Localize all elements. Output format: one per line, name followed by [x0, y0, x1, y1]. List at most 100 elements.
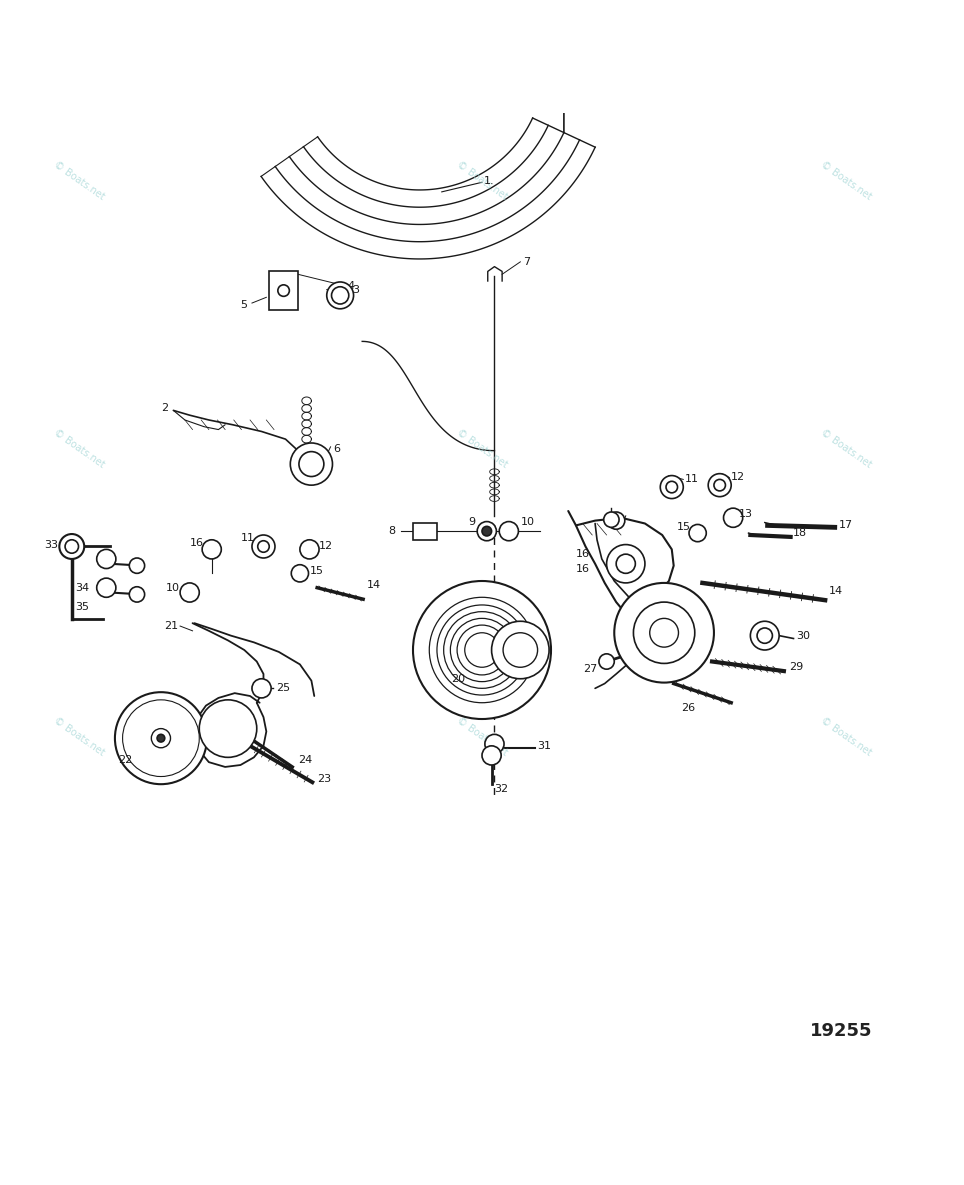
Text: © Boats.net: © Boats.net — [52, 159, 107, 201]
Circle shape — [207, 707, 249, 750]
Text: 16: 16 — [190, 538, 204, 547]
Text: 12: 12 — [319, 542, 334, 551]
Circle shape — [252, 534, 275, 558]
Text: 7: 7 — [523, 257, 530, 267]
Text: 10: 10 — [166, 583, 180, 592]
Text: 14: 14 — [367, 579, 381, 590]
Text: 23: 23 — [317, 774, 332, 784]
Text: 15: 15 — [677, 523, 691, 532]
Circle shape — [278, 284, 289, 296]
Text: 21: 21 — [164, 621, 178, 632]
Circle shape — [429, 597, 535, 703]
Text: 10: 10 — [521, 517, 534, 526]
Text: 6: 6 — [334, 443, 340, 454]
Text: 33: 33 — [44, 539, 59, 550]
Circle shape — [129, 587, 145, 602]
Circle shape — [290, 443, 333, 485]
Circle shape — [614, 583, 714, 683]
Circle shape — [503, 633, 538, 667]
Text: 3: 3 — [353, 284, 360, 295]
Circle shape — [202, 540, 222, 559]
Circle shape — [300, 540, 319, 559]
Circle shape — [115, 692, 207, 784]
Circle shape — [633, 602, 695, 664]
Text: 34: 34 — [75, 583, 89, 592]
Circle shape — [603, 512, 619, 527]
Text: 22: 22 — [118, 755, 132, 766]
Circle shape — [477, 521, 496, 540]
Circle shape — [724, 508, 742, 527]
Text: 35: 35 — [75, 602, 89, 611]
Circle shape — [485, 735, 504, 754]
Circle shape — [122, 700, 200, 776]
Circle shape — [327, 282, 354, 309]
Circle shape — [332, 287, 349, 305]
Circle shape — [714, 480, 726, 491]
Circle shape — [151, 729, 171, 748]
Text: 27: 27 — [583, 664, 597, 674]
Circle shape — [482, 745, 501, 766]
Circle shape — [443, 611, 521, 688]
Text: 32: 32 — [495, 784, 509, 794]
Text: 16: 16 — [576, 549, 590, 559]
Circle shape — [450, 619, 514, 681]
Text: © Boats.net: © Boats.net — [819, 428, 873, 470]
Text: 20: 20 — [451, 674, 466, 684]
Circle shape — [757, 628, 772, 643]
Circle shape — [465, 633, 499, 667]
Circle shape — [709, 474, 732, 497]
Circle shape — [96, 578, 116, 597]
Text: © Boats.net: © Boats.net — [52, 715, 107, 757]
Text: © Boats.net: © Boats.net — [455, 428, 509, 470]
Text: 4: 4 — [348, 281, 355, 290]
Text: © Boats.net: © Boats.net — [819, 715, 873, 757]
Text: © Boats.net: © Boats.net — [52, 428, 107, 470]
Bar — [413, 523, 437, 540]
Circle shape — [96, 550, 116, 569]
Text: © Boats.net: © Boats.net — [455, 159, 509, 201]
Circle shape — [215, 716, 241, 742]
Circle shape — [606, 545, 645, 583]
Text: 16: 16 — [576, 564, 590, 575]
Text: 14: 14 — [829, 585, 844, 596]
Circle shape — [252, 679, 271, 698]
Text: 26: 26 — [682, 703, 695, 712]
Text: 2: 2 — [161, 403, 169, 414]
Circle shape — [437, 606, 527, 696]
Text: 18: 18 — [792, 529, 807, 538]
Circle shape — [666, 481, 678, 493]
Circle shape — [492, 621, 549, 679]
Circle shape — [129, 558, 145, 574]
Circle shape — [599, 654, 614, 670]
Text: 8: 8 — [388, 526, 396, 536]
Circle shape — [66, 540, 78, 553]
Text: 19255: 19255 — [810, 1023, 872, 1040]
Circle shape — [299, 451, 324, 476]
Text: 30: 30 — [796, 630, 811, 641]
Text: 1.: 1. — [484, 177, 495, 186]
Circle shape — [750, 621, 779, 651]
Text: 11: 11 — [685, 474, 699, 485]
Text: 31: 31 — [538, 741, 551, 751]
Circle shape — [60, 534, 84, 559]
Circle shape — [291, 565, 308, 582]
Text: 9: 9 — [469, 517, 475, 526]
Circle shape — [157, 735, 165, 742]
Text: 29: 29 — [789, 662, 803, 672]
Text: 13: 13 — [738, 508, 753, 519]
Circle shape — [200, 700, 256, 757]
Circle shape — [457, 624, 507, 675]
Text: 24: 24 — [298, 755, 312, 766]
Circle shape — [413, 581, 551, 719]
Circle shape — [616, 555, 635, 574]
Circle shape — [607, 512, 625, 530]
Circle shape — [257, 540, 269, 552]
Circle shape — [689, 525, 707, 542]
Circle shape — [650, 619, 679, 647]
Text: 11: 11 — [241, 533, 254, 543]
Circle shape — [499, 521, 519, 540]
Circle shape — [660, 475, 683, 499]
Text: 12: 12 — [732, 473, 745, 482]
Bar — [269, 271, 298, 309]
Circle shape — [482, 526, 492, 536]
